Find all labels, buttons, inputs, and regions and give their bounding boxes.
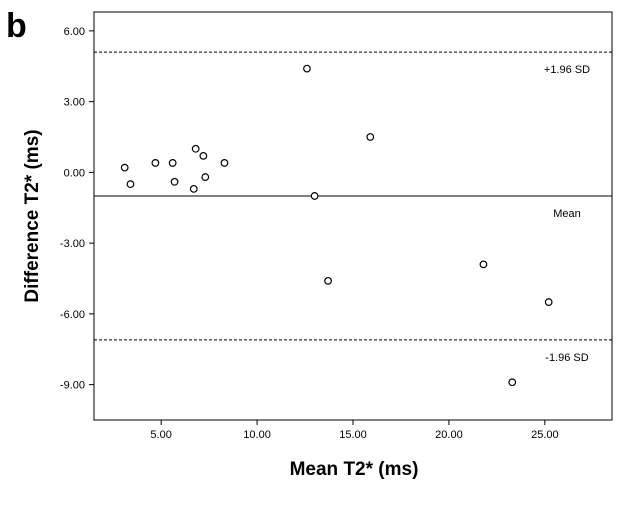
data-point-3 bbox=[168, 159, 177, 167]
y-tick-label-1: 3.00 bbox=[64, 97, 85, 109]
data-point-2 bbox=[151, 159, 160, 167]
y-tick-label-3: -3.00 bbox=[60, 238, 85, 250]
plot-frame bbox=[93, 11, 613, 421]
x-tick-label-0: 5.00 bbox=[150, 429, 171, 441]
data-point-14 bbox=[479, 260, 488, 269]
data-point-4 bbox=[170, 177, 179, 186]
x-tick-label-4: 25.00 bbox=[531, 429, 559, 441]
data-point-12 bbox=[324, 276, 332, 285]
data-point-5 bbox=[189, 184, 198, 193]
data-point-15 bbox=[508, 378, 517, 387]
y-tick-label-5: -9.00 bbox=[60, 380, 85, 392]
x-axis-title: Mean T2* (ms) bbox=[290, 459, 419, 480]
x-tick-label-1: 10.00 bbox=[243, 429, 271, 441]
y-tick-label-4: -6.00 bbox=[60, 309, 85, 321]
data-point-7 bbox=[199, 151, 208, 160]
x-tick-label-3: 20.00 bbox=[435, 429, 463, 441]
data-point-1 bbox=[126, 180, 135, 189]
data-point-8 bbox=[201, 173, 210, 181]
reference-line-label-0: +1.96 SD bbox=[544, 64, 590, 76]
reference-lines: +1.96 SD Mean -1.96 SD bbox=[94, 51, 612, 364]
y-axis-ticks: 6.00 3.00 0.00 -3.00 -6.00 -9.00 bbox=[60, 26, 94, 392]
data-point-10 bbox=[303, 64, 311, 73]
data-point-16 bbox=[544, 298, 553, 306]
y-tick-label-2: 0.00 bbox=[64, 167, 85, 179]
y-axis-title: Difference T2* (ms) bbox=[22, 129, 43, 302]
x-tick-label-2: 15.00 bbox=[339, 429, 367, 441]
panel-letter: b bbox=[6, 7, 27, 45]
reference-line-label-1: Mean bbox=[553, 208, 581, 220]
data-point-11 bbox=[310, 192, 319, 200]
data-point-13 bbox=[366, 133, 375, 141]
y-tick-label-0: 6.00 bbox=[64, 26, 85, 38]
data-points bbox=[120, 64, 553, 387]
data-point-6 bbox=[191, 144, 200, 153]
data-point-0 bbox=[120, 163, 129, 172]
x-axis-ticks: 5.00 10.00 15.00 20.00 25.00 bbox=[150, 420, 559, 441]
data-point-9 bbox=[220, 159, 229, 167]
reference-line-label-2: -1.96 SD bbox=[545, 352, 588, 364]
